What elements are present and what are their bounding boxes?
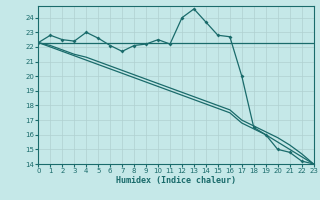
X-axis label: Humidex (Indice chaleur): Humidex (Indice chaleur) [116,176,236,185]
